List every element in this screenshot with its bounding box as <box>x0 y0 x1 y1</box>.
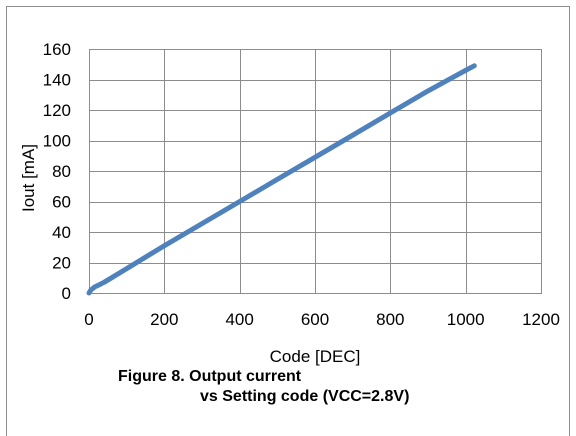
series-line <box>86 63 477 296</box>
plot-border <box>89 49 542 294</box>
y-tick-labels: 0 20 40 60 80 100 120 140 160 <box>43 40 71 303</box>
x-tick-label: 600 <box>301 310 329 329</box>
x-tick-label: 0 <box>84 310 93 329</box>
y-tick-label: 60 <box>52 193 71 212</box>
series-layer <box>86 63 477 296</box>
x-tick-labels: 0 200 400 600 800 1000 1200 <box>84 310 560 329</box>
y-tick-label: 160 <box>43 40 71 59</box>
y-tick-label: 20 <box>52 254 71 273</box>
x-tick-label: 1200 <box>522 310 560 329</box>
x-tick-label: 800 <box>376 310 404 329</box>
y-tick-label: 140 <box>43 71 71 90</box>
y-tick-label: 100 <box>43 132 71 151</box>
figure-caption-line-2: vs Setting code (VCC=2.8V) <box>200 388 410 405</box>
figure-caption-line-1: Figure 8. Output current <box>118 368 302 385</box>
plot-area <box>89 49 542 294</box>
x-tick-label: 1000 <box>447 310 485 329</box>
x-tick-label: 200 <box>150 310 178 329</box>
y-tick-label: 120 <box>43 101 71 120</box>
y-tick-label: 0 <box>62 284 71 303</box>
y-axis-label: Iout [mA] <box>19 144 38 212</box>
chart-grid <box>89 49 542 294</box>
x-axis-label: Code [DEC] <box>270 347 361 366</box>
y-tick-label: 40 <box>52 223 71 242</box>
figure-frame <box>6 6 570 436</box>
y-tick-label: 80 <box>52 162 71 181</box>
x-tick-label: 400 <box>225 310 253 329</box>
